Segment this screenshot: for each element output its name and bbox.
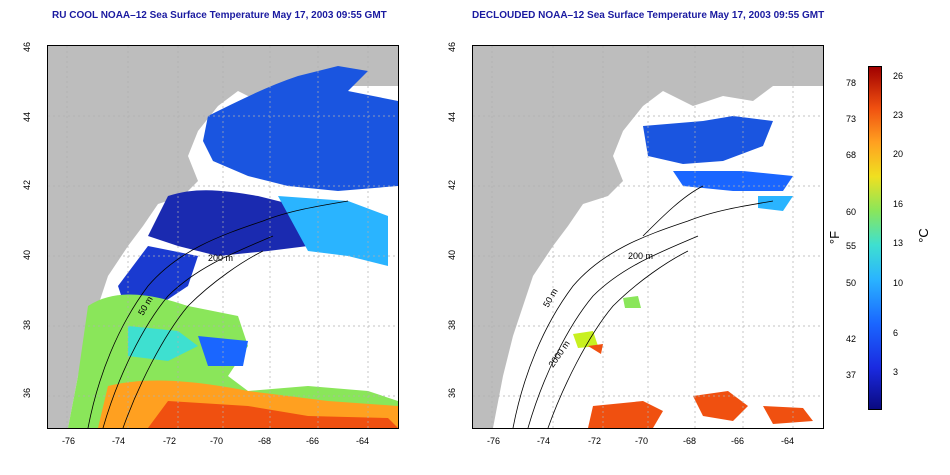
x-tick: -64 xyxy=(356,436,370,446)
x-tick: -68 xyxy=(683,436,697,446)
c-tick: 13 xyxy=(893,238,904,248)
warm-water-south xyxy=(588,401,663,428)
fahrenheit-unit-label: °F xyxy=(827,230,843,245)
cold-water-north xyxy=(203,66,398,191)
contour-label-200m: 200 m xyxy=(628,251,653,261)
y-tick: 46 xyxy=(22,41,33,53)
land-mass xyxy=(473,46,823,428)
left-map-title: RU COOL NOAA–12 Sea Surface Temperature … xyxy=(52,10,387,21)
x-tick: -68 xyxy=(258,436,272,446)
x-tick: -74 xyxy=(537,436,551,446)
x-tick: -70 xyxy=(210,436,224,446)
contour-label-200m: 200 m xyxy=(208,253,233,263)
f-tick: 42 xyxy=(846,334,857,344)
y-tick: 36 xyxy=(22,387,33,399)
c-tick: 23 xyxy=(893,110,904,120)
y-tick: 42 xyxy=(447,179,458,191)
f-tick: 50 xyxy=(846,278,857,288)
left-map-graphic: 50 m 200 m xyxy=(48,46,398,428)
y-tick: 44 xyxy=(22,111,33,123)
right-map-title: DECLOUDED NOAA–12 Sea Surface Temperatur… xyxy=(472,10,825,21)
c-tick: 3 xyxy=(893,367,899,377)
x-tick: -76 xyxy=(487,436,501,446)
bathymetry-contours xyxy=(512,185,774,428)
c-tick: 10 xyxy=(893,278,904,288)
y-tick: 40 xyxy=(22,249,33,261)
x-tick: -72 xyxy=(163,436,177,446)
f-tick: 60 xyxy=(846,207,857,217)
land-mass xyxy=(48,46,398,428)
y-tick: 38 xyxy=(22,319,33,331)
left-sst-map: 50 m 200 m xyxy=(47,45,399,429)
right-sst-map: 50 m 200 m 2000 m xyxy=(472,45,824,429)
y-tick: 46 xyxy=(447,41,458,53)
y-tick: 36 xyxy=(447,387,458,399)
y-tick: 44 xyxy=(447,111,458,123)
f-tick: 78 xyxy=(846,78,857,88)
c-tick: 26 xyxy=(893,71,904,81)
contour-label-50m: 50 m xyxy=(541,287,560,309)
temperature-colorbar xyxy=(868,66,882,410)
right-map-graphic: 50 m 200 m 2000 m xyxy=(473,46,823,428)
c-tick: 6 xyxy=(893,328,899,338)
y-tick: 40 xyxy=(447,249,458,261)
f-tick: 73 xyxy=(846,114,857,124)
x-tick: -66 xyxy=(731,436,745,446)
x-tick: -76 xyxy=(62,436,76,446)
f-tick: 68 xyxy=(846,150,857,160)
cold-water-north xyxy=(643,116,773,164)
x-tick: -74 xyxy=(112,436,126,446)
x-tick: -70 xyxy=(635,436,649,446)
bathymetry-contours xyxy=(87,200,349,428)
f-tick: 37 xyxy=(846,370,857,380)
celsius-unit-label: °C xyxy=(915,228,931,243)
x-tick: -66 xyxy=(306,436,320,446)
y-tick: 38 xyxy=(447,319,458,331)
contour-label-2000m: 2000 m xyxy=(546,339,571,369)
x-tick: -64 xyxy=(781,436,795,446)
c-tick: 16 xyxy=(893,199,904,209)
c-tick: 20 xyxy=(893,149,904,159)
f-tick: 55 xyxy=(846,241,857,251)
y-tick: 42 xyxy=(22,179,33,191)
x-tick: -72 xyxy=(588,436,602,446)
